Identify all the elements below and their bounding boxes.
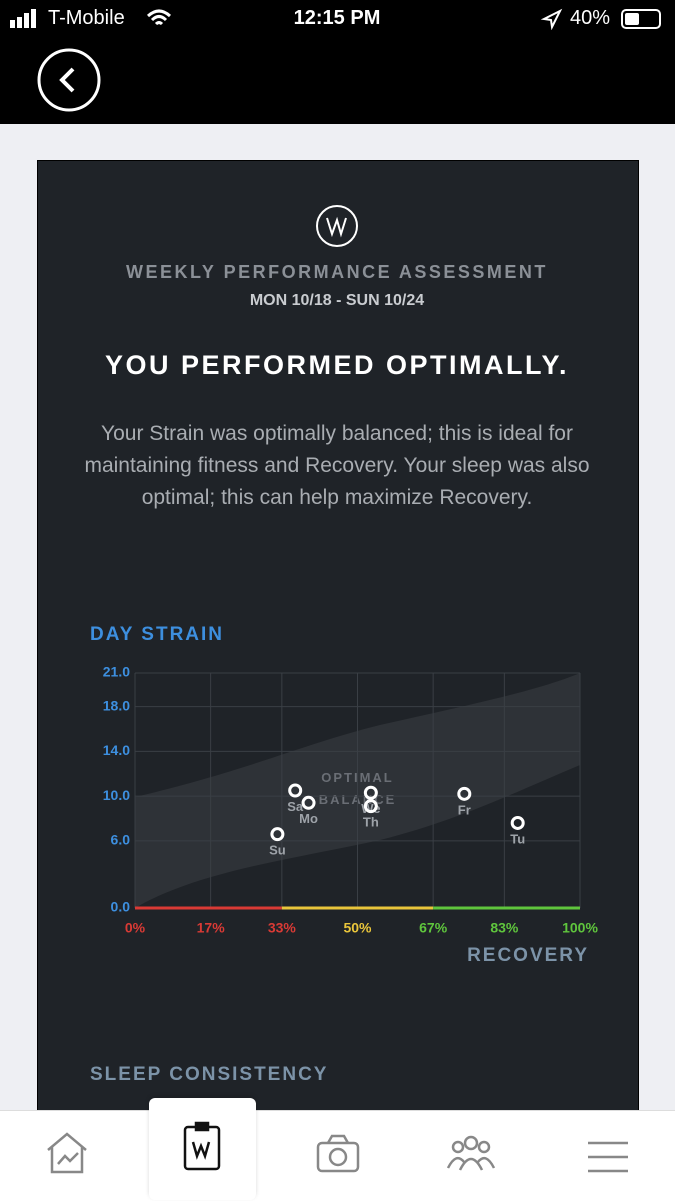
x-tick-label: 33%: [268, 920, 297, 936]
data-point: [510, 815, 525, 830]
y-tick-label: 0.0: [111, 899, 131, 915]
team-tab[interactable]: [446, 1135, 496, 1171]
x-tick-label: 100%: [562, 920, 598, 936]
data-point: [457, 786, 472, 801]
y-tick-label: 21.0: [103, 664, 130, 680]
data-point: [301, 795, 316, 810]
date-range: MON 10/18 - SUN 10/24: [249, 292, 425, 309]
data-point: [363, 799, 378, 814]
summary: Your Strain was optimally balanced; this…: [84, 422, 590, 509]
clock: 12:15 PM: [293, 7, 381, 29]
tab-icons: [47, 1121, 628, 1174]
y-tick-label: 6.0: [111, 832, 131, 848]
signal-icon: [10, 9, 36, 28]
logo: [316, 205, 358, 247]
menu-tab[interactable]: [588, 1141, 628, 1173]
point-label: Tu: [510, 831, 525, 846]
recovery-zone: [433, 906, 580, 910]
wifi-icon: [146, 9, 172, 26]
battery-icon: [540, 8, 661, 30]
headline: YOU PERFORMED OPTIMALLY.: [104, 350, 570, 380]
point-label: Th: [363, 815, 379, 830]
camera-tab[interactable]: [316, 1141, 360, 1173]
top-bar: [0, 0, 675, 124]
data-point: [363, 785, 378, 800]
point-label: Sa: [287, 799, 304, 814]
tab-bar: [0, 1110, 675, 1201]
x-tick-label: 0%: [125, 920, 146, 936]
report-card: [37, 160, 639, 1122]
y-tick-label: 14.0: [103, 742, 130, 758]
point-label: Mo: [299, 811, 318, 826]
chart-title: DAY STRAIN: [90, 624, 225, 645]
y-tick-label: 18.0: [103, 697, 130, 713]
point-label: Su: [269, 843, 286, 858]
report-subtitle: WEEKLY PERFORMANCE ASSESSMENT: [126, 262, 548, 282]
recovery-zone: [281, 906, 434, 910]
point-label: Fr: [458, 802, 471, 817]
x-tick-label: 83%: [490, 920, 519, 936]
home-tab[interactable]: [47, 1132, 87, 1174]
x-tick-label: 67%: [419, 920, 448, 936]
recovery-zone: [135, 906, 282, 910]
chart: 0.0 6.0 10.0 14.0 18.0 21.0 0% 17% 33% 50% 67% 83% 1…: [103, 664, 599, 936]
back-button[interactable]: [36, 48, 102, 114]
x-axis-label: RECOVERY: [467, 945, 589, 966]
data-point: [288, 783, 303, 798]
x-tick-label: 17%: [197, 920, 226, 936]
carrier: T-Mobile: [48, 7, 125, 29]
y-tick-label: 10.0: [103, 787, 130, 803]
battery-level: 40%: [570, 7, 611, 29]
section-title: SLEEP CONSISTENCY: [90, 1064, 329, 1085]
x-tick-label: 50%: [343, 920, 372, 936]
data-point: [270, 827, 285, 842]
